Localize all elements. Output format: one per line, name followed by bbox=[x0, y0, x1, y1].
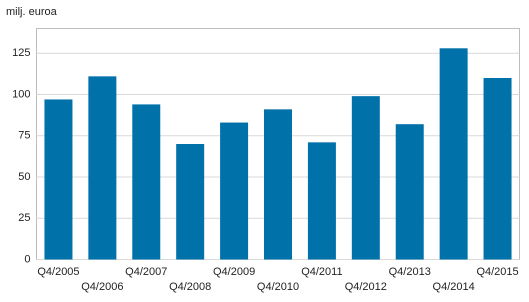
y-tick-label: 75 bbox=[18, 130, 30, 142]
bar bbox=[44, 99, 73, 260]
bar bbox=[483, 78, 512, 260]
bar bbox=[176, 144, 205, 260]
bar bbox=[307, 142, 336, 260]
x-tick-label: Q4/2013 bbox=[389, 266, 431, 278]
x-tick-label: Q4/2012 bbox=[345, 281, 387, 293]
bar bbox=[88, 76, 117, 260]
bar bbox=[439, 48, 468, 260]
bar bbox=[264, 109, 292, 260]
x-tick-label: Q4/2009 bbox=[213, 266, 255, 278]
x-tick-label: Q4/2007 bbox=[125, 266, 167, 278]
x-tick-label: Q4/2006 bbox=[81, 281, 123, 293]
x-tick-label: Q4/2010 bbox=[257, 281, 299, 293]
y-tick-label: 25 bbox=[18, 212, 30, 224]
bar bbox=[395, 124, 424, 260]
x-tick-label: Q4/2005 bbox=[37, 266, 79, 278]
y-tick-label: 100 bbox=[12, 88, 30, 100]
y-tick-label: 50 bbox=[18, 171, 30, 183]
y-axis-label: milj. euroa bbox=[6, 6, 58, 18]
bar bbox=[220, 122, 249, 260]
y-tick-label: 125 bbox=[12, 47, 30, 59]
bar bbox=[132, 104, 161, 260]
x-tick-label: Q4/2011 bbox=[301, 266, 342, 278]
y-tick-label: 0 bbox=[24, 253, 30, 265]
x-tick-label: Q4/2015 bbox=[476, 266, 518, 278]
x-tick-label: Q4/2008 bbox=[169, 281, 211, 293]
bar bbox=[351, 96, 380, 260]
x-tick-label: Q4/2014 bbox=[433, 281, 475, 293]
